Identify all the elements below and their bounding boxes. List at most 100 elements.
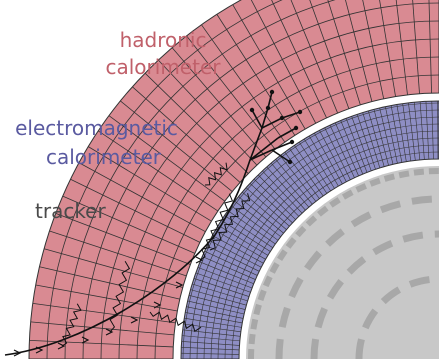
hadronic-label-line2: calorimeter <box>105 55 221 79</box>
shower-arrow-tip <box>269 89 275 95</box>
em-grid-spoke <box>215 230 266 260</box>
em-grid-spoke <box>234 200 281 237</box>
em-grid-spoke <box>419 101 425 160</box>
hadronic-grid-spoke <box>362 0 385 99</box>
hadronic-grid-spoke <box>39 266 180 300</box>
em-grid-spoke <box>202 256 256 280</box>
em-grid-spoke <box>390 105 403 163</box>
hadronic-grid-spoke <box>35 284 178 312</box>
hadronic-grid-spoke <box>32 302 176 324</box>
hadronic-grid-spoke <box>88 146 212 222</box>
em-grid-spoke <box>249 183 293 224</box>
em-grid-spoke <box>275 159 313 205</box>
hadronic-shower-branch <box>249 137 279 161</box>
hadronic-grid-spoke <box>412 0 420 94</box>
em-grid-spoke <box>385 106 398 164</box>
em-grid-spoke <box>303 138 335 189</box>
shower-arrow-tip <box>293 125 299 131</box>
em-grid-spoke <box>181 352 240 355</box>
em-grid-spoke <box>396 104 407 162</box>
hadronic-shower-branch <box>249 149 273 161</box>
em-grid-spoke <box>181 346 240 351</box>
hadronic-grid-spoke <box>30 321 175 336</box>
tracker-layer <box>355 275 439 359</box>
em-grid-spoke <box>257 174 300 217</box>
em-grid-spoke <box>245 187 290 227</box>
em-grid-spoke <box>345 118 368 173</box>
photon-track <box>209 193 251 251</box>
hadronic-shower-branch <box>261 107 269 129</box>
em-grid-spoke <box>221 220 271 252</box>
hadronic-shower-branch <box>271 141 293 151</box>
em-label-line2: calorimeter <box>46 145 161 169</box>
track-arrow <box>35 346 44 354</box>
hadronic-grid-arc <box>154 74 439 359</box>
tracker-region <box>246 166 439 359</box>
em-grid-spoke <box>294 145 328 194</box>
shower-arrow-tip <box>265 105 271 111</box>
em-grid-spoke <box>266 166 306 211</box>
em-grid-spoke <box>253 178 296 220</box>
hadronic-grid-spoke <box>327 0 361 106</box>
hadronic-shower-branch <box>267 91 273 109</box>
hadronic-grid-arc <box>64 0 336 359</box>
em-grid-spoke <box>425 101 430 160</box>
shower-arrow-tip <box>297 109 303 115</box>
tracker-label: tracker <box>35 199 106 223</box>
em-grid-spoke <box>242 191 287 230</box>
em-grid-spoke <box>335 122 359 176</box>
track-arrow <box>105 328 114 336</box>
hadronic-grid-arc <box>136 56 439 359</box>
hadronic-grid-arc <box>118 38 439 359</box>
em-grid-spoke <box>289 148 324 197</box>
track-arrow <box>57 342 66 350</box>
em-grid-spoke <box>206 245 260 272</box>
em-grid-spoke <box>181 341 240 346</box>
hadronic-shower-branch <box>271 149 291 163</box>
em-grid-spoke <box>193 278 250 297</box>
em-grid-spoke <box>184 317 242 328</box>
em-grid-spoke <box>402 103 412 162</box>
em-grid-spoke <box>185 312 243 324</box>
em-grid-spoke <box>231 205 279 241</box>
charged-particle-track <box>4 159 251 356</box>
em-grid-spoke <box>373 109 389 166</box>
em-label-line1: electromagnetic <box>15 116 178 140</box>
em-grid-spoke <box>224 215 273 248</box>
em-grid-spoke <box>314 132 343 185</box>
hadronic-grid-arc <box>100 20 439 359</box>
hadronic-grid-spoke <box>98 130 219 212</box>
em-grid-arc <box>224 144 439 359</box>
hadronic-grid-spoke <box>78 162 206 233</box>
hadronic-grid-spoke <box>70 178 201 243</box>
em-grid-spoke <box>188 294 246 310</box>
em-grid-spoke <box>270 162 310 208</box>
hadronic-grid-spoke <box>49 230 187 277</box>
hadronic-grid-spoke <box>395 0 408 95</box>
em-grid-spoke <box>195 272 251 293</box>
em-grid-spoke <box>362 112 381 169</box>
em-grid-spoke <box>182 335 240 342</box>
em-grid-spoke <box>368 110 385 167</box>
shower-arrow-tip <box>249 107 255 113</box>
photon-track <box>199 193 234 261</box>
em-grid-spoke <box>204 250 258 276</box>
shower-arrow-tip <box>289 139 295 145</box>
hadronic-shower-branch <box>251 109 263 129</box>
track-arrow <box>175 281 184 289</box>
track-arrow <box>81 336 90 344</box>
hadronic-label-line1: hadronic <box>119 28 207 52</box>
em-grid-spoke <box>192 283 248 302</box>
track-arrow <box>13 349 22 357</box>
hadronic-grid-spoke <box>55 213 191 265</box>
photon-track <box>149 311 202 333</box>
em-grid-spoke <box>298 141 331 192</box>
hadronic-grid-spoke <box>144 72 249 174</box>
hadronic-shower-branch <box>277 127 297 139</box>
em-grid-spoke <box>279 155 317 202</box>
hadronic-grid-arc <box>82 2 439 359</box>
hadronic-grid-spoke <box>216 14 296 136</box>
hadronic-grid-spoke <box>108 115 226 202</box>
tracker-layer <box>275 195 439 359</box>
em-grid-spoke <box>262 170 303 214</box>
